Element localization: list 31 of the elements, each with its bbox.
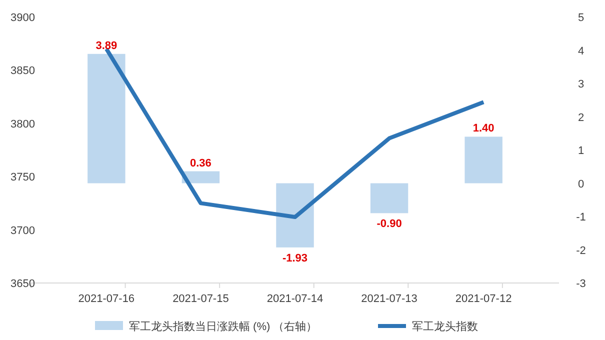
y-tick-label: 3650 <box>10 278 35 290</box>
data-label: 3.89 <box>96 40 118 52</box>
y2-tick-label: 3 <box>578 78 584 90</box>
y2-tick-label: 2 <box>578 112 584 124</box>
legend-label: 军工龙头指数 <box>412 320 478 333</box>
y2-tick-label: -3 <box>576 278 586 290</box>
data-label: 1.40 <box>472 122 494 135</box>
bar <box>370 183 408 214</box>
data-label: -1.93 <box>282 252 308 264</box>
y2-tick-label: 5 <box>578 12 584 24</box>
y-tick-label: 3850 <box>10 65 35 78</box>
y2-tick-label: 0 <box>578 178 584 190</box>
y-tick-label: 3700 <box>10 224 35 237</box>
data-label: -0.90 <box>376 218 402 230</box>
x-tick-label: 2021-07-15 <box>172 293 229 305</box>
bar <box>276 183 314 248</box>
y2-tick-label: -2 <box>576 244 586 257</box>
y2-tick-label: -1 <box>576 212 586 224</box>
y-tick-label: 3750 <box>10 172 35 184</box>
x-tick-label: 2021-07-12 <box>455 293 512 305</box>
bar <box>88 54 126 184</box>
x-tick-label: 2021-07-16 <box>78 293 135 305</box>
y2-tick-label: 1 <box>578 145 584 157</box>
y2-tick-label: 4 <box>578 45 584 58</box>
bar <box>464 136 502 184</box>
x-tick-label: 2021-07-13 <box>361 293 418 305</box>
x-tick-label: 2021-07-14 <box>266 293 324 305</box>
y-tick-label: 3800 <box>10 118 35 130</box>
legend-label: 军工龙头指数当日涨跌幅 (%) （右轴） <box>129 320 318 333</box>
y-tick-label: 3900 <box>10 12 35 24</box>
data-label: 0.36 <box>190 157 212 170</box>
